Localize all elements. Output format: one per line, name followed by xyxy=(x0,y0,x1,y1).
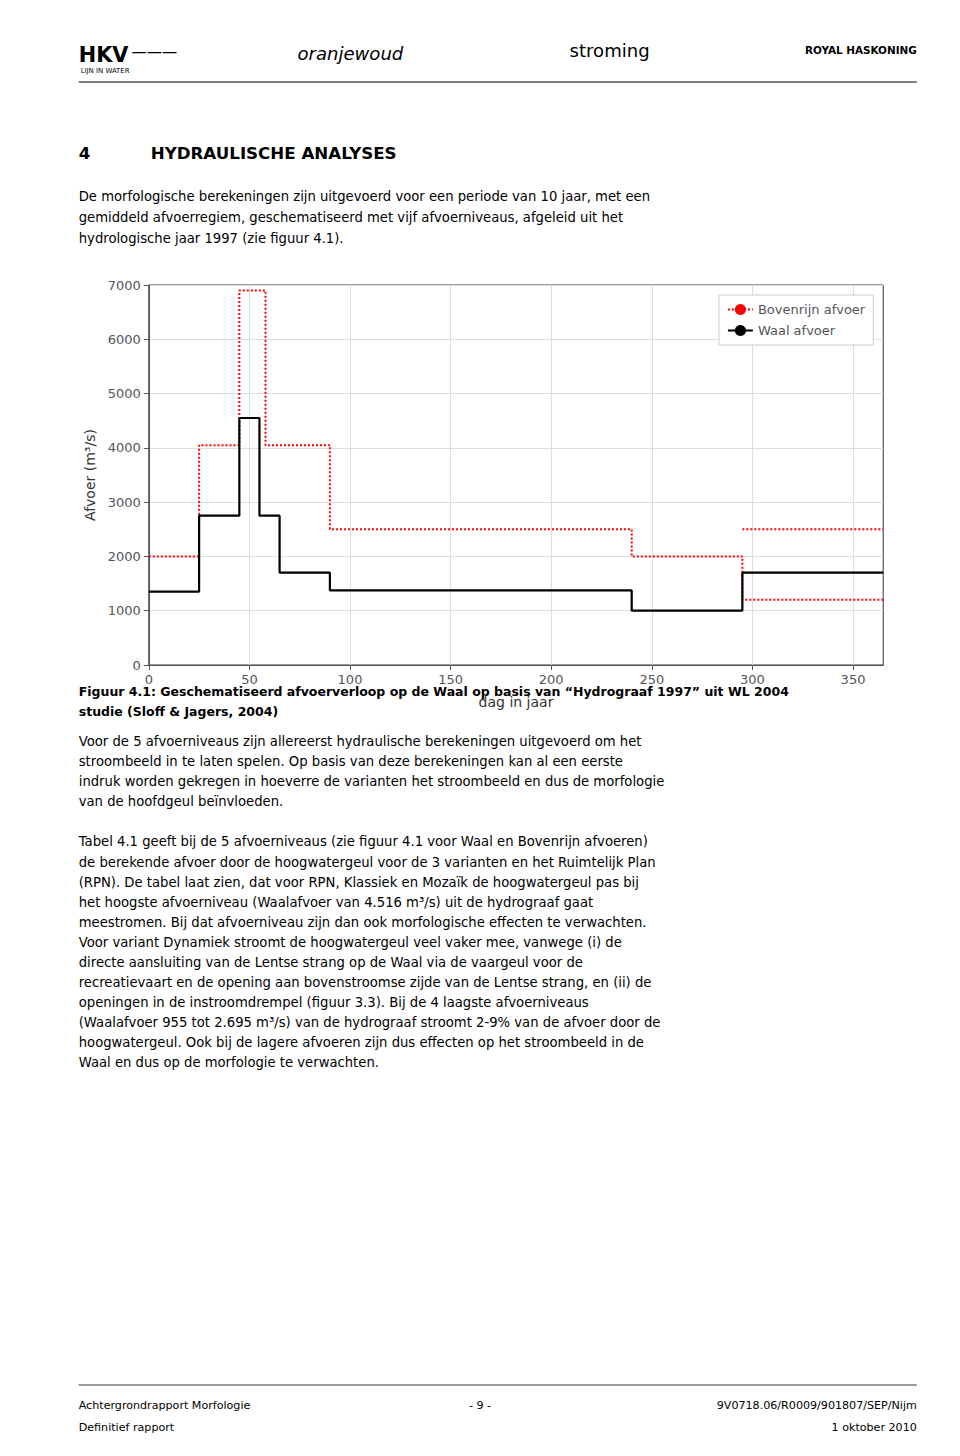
svg-text:directe aansluiting van de Len: directe aansluiting van de Lentse strang… xyxy=(79,955,583,970)
svg-text:150: 150 xyxy=(438,672,463,687)
svg-text:HKV: HKV xyxy=(79,43,130,67)
svg-text:———: ——— xyxy=(132,43,178,61)
svg-text:openingen in de instroomdrempe: openingen in de instroomdrempel (figuur … xyxy=(79,995,589,1010)
svg-text:LIJN IN WATER: LIJN IN WATER xyxy=(81,67,130,75)
svg-text:Waal en dus op de morfologie t: Waal en dus op de morfologie te verwacht… xyxy=(79,1055,379,1070)
svg-text:50: 50 xyxy=(241,672,258,687)
svg-text:Bovenrijn afvoer: Bovenrijn afvoer xyxy=(758,302,866,317)
svg-text:gemiddeld afvoerregiem, gesche: gemiddeld afvoerregiem, geschematiseerd … xyxy=(79,210,623,225)
svg-text:1000: 1000 xyxy=(108,603,141,618)
svg-text:Figuur 4.1: Geschematiseerd af: Figuur 4.1: Geschematiseerd afvoerverloo… xyxy=(79,684,789,699)
svg-text:2000: 2000 xyxy=(108,549,141,564)
svg-text:6000: 6000 xyxy=(108,332,141,347)
svg-text:Voor de 5 afvoerniveaus zijn a: Voor de 5 afvoerniveaus zijn allereerst … xyxy=(79,734,642,749)
svg-text:(Waalafvoer 955 tot 2.695 m³/s: (Waalafvoer 955 tot 2.695 m³/s) van de h… xyxy=(79,1015,661,1030)
svg-text:300: 300 xyxy=(740,672,765,687)
svg-text:ROYAL HASKONING: ROYAL HASKONING xyxy=(805,44,917,56)
svg-text:0: 0 xyxy=(145,672,153,687)
svg-text:De morfologische berekeningen: De morfologische berekeningen zijn uitge… xyxy=(79,189,650,204)
svg-text:(RPN). De tabel laat zien, dat: (RPN). De tabel laat zien, dat voor RPN,… xyxy=(79,875,639,890)
svg-text:stroming: stroming xyxy=(570,40,650,61)
svg-text:Achtergrondrapport Morfologie: Achtergrondrapport Morfologie xyxy=(79,1399,251,1412)
svg-text:9V0718.06/R0009/901807/SEP/Nij: 9V0718.06/R0009/901807/SEP/Nijm xyxy=(717,1399,917,1412)
svg-text:studie (Sloff & Jagers, 2004): studie (Sloff & Jagers, 2004) xyxy=(79,704,278,719)
svg-text:stroombeeld in te laten spelen: stroombeeld in te laten spelen. Op basis… xyxy=(79,754,623,769)
svg-text:van de hoofdgeul beïnvloeden.: van de hoofdgeul beïnvloeden. xyxy=(79,794,284,809)
svg-text:7000: 7000 xyxy=(108,278,141,293)
svg-text:hydrologische jaar 1997 (zie f: hydrologische jaar 1997 (zie figuur 4.1)… xyxy=(79,231,344,246)
svg-text:Waal afvoer: Waal afvoer xyxy=(758,323,836,338)
svg-text:Tabel 4.1 geeft bij de 5 afvoe: Tabel 4.1 geeft bij de 5 afvoerniveaus (… xyxy=(78,834,648,849)
svg-text:200: 200 xyxy=(539,672,564,687)
svg-text:meestromen. Bij dat afvoernive: meestromen. Bij dat afvoerniveau zijn da… xyxy=(79,915,647,930)
svg-text:de berekende afvoer door de ho: de berekende afvoer door de hoogwatergeu… xyxy=(79,855,656,870)
svg-text:Voor variant Dynamiek stroomt: Voor variant Dynamiek stroomt de hoogwat… xyxy=(79,935,622,950)
svg-text:Afvoer (m³/s): Afvoer (m³/s) xyxy=(82,429,98,521)
svg-text:indruk worden gekregen in hoev: indruk worden gekregen in hoeverre de va… xyxy=(79,774,665,789)
svg-text:oranjewoud: oranjewoud xyxy=(298,43,404,64)
svg-text:250: 250 xyxy=(639,672,664,687)
svg-text:HYDRAULISCHE ANALYSES: HYDRAULISCHE ANALYSES xyxy=(151,144,397,163)
svg-text:dag in jaar: dag in jaar xyxy=(479,694,554,710)
svg-text:0: 0 xyxy=(133,658,141,673)
svg-text:recreatievaart en de opening a: recreatievaart en de opening aan bovenst… xyxy=(79,975,652,990)
svg-text:100: 100 xyxy=(338,672,363,687)
svg-text:hoogwatergeul. Ook bij de lage: hoogwatergeul. Ook bij de lagere afvoere… xyxy=(79,1035,644,1050)
svg-text:het hoogste afvoerniveau (Waal: het hoogste afvoerniveau (Waalafvoer van… xyxy=(79,895,593,910)
svg-text:5000: 5000 xyxy=(108,386,141,401)
svg-text:- 9 -: - 9 - xyxy=(469,1399,491,1412)
svg-text:3000: 3000 xyxy=(108,495,141,510)
svg-text:4: 4 xyxy=(79,144,91,163)
svg-text:350: 350 xyxy=(841,672,866,687)
svg-text:1 oktober 2010: 1 oktober 2010 xyxy=(832,1421,917,1434)
svg-text:Definitief rapport: Definitief rapport xyxy=(79,1421,175,1434)
svg-text:4000: 4000 xyxy=(108,440,141,455)
